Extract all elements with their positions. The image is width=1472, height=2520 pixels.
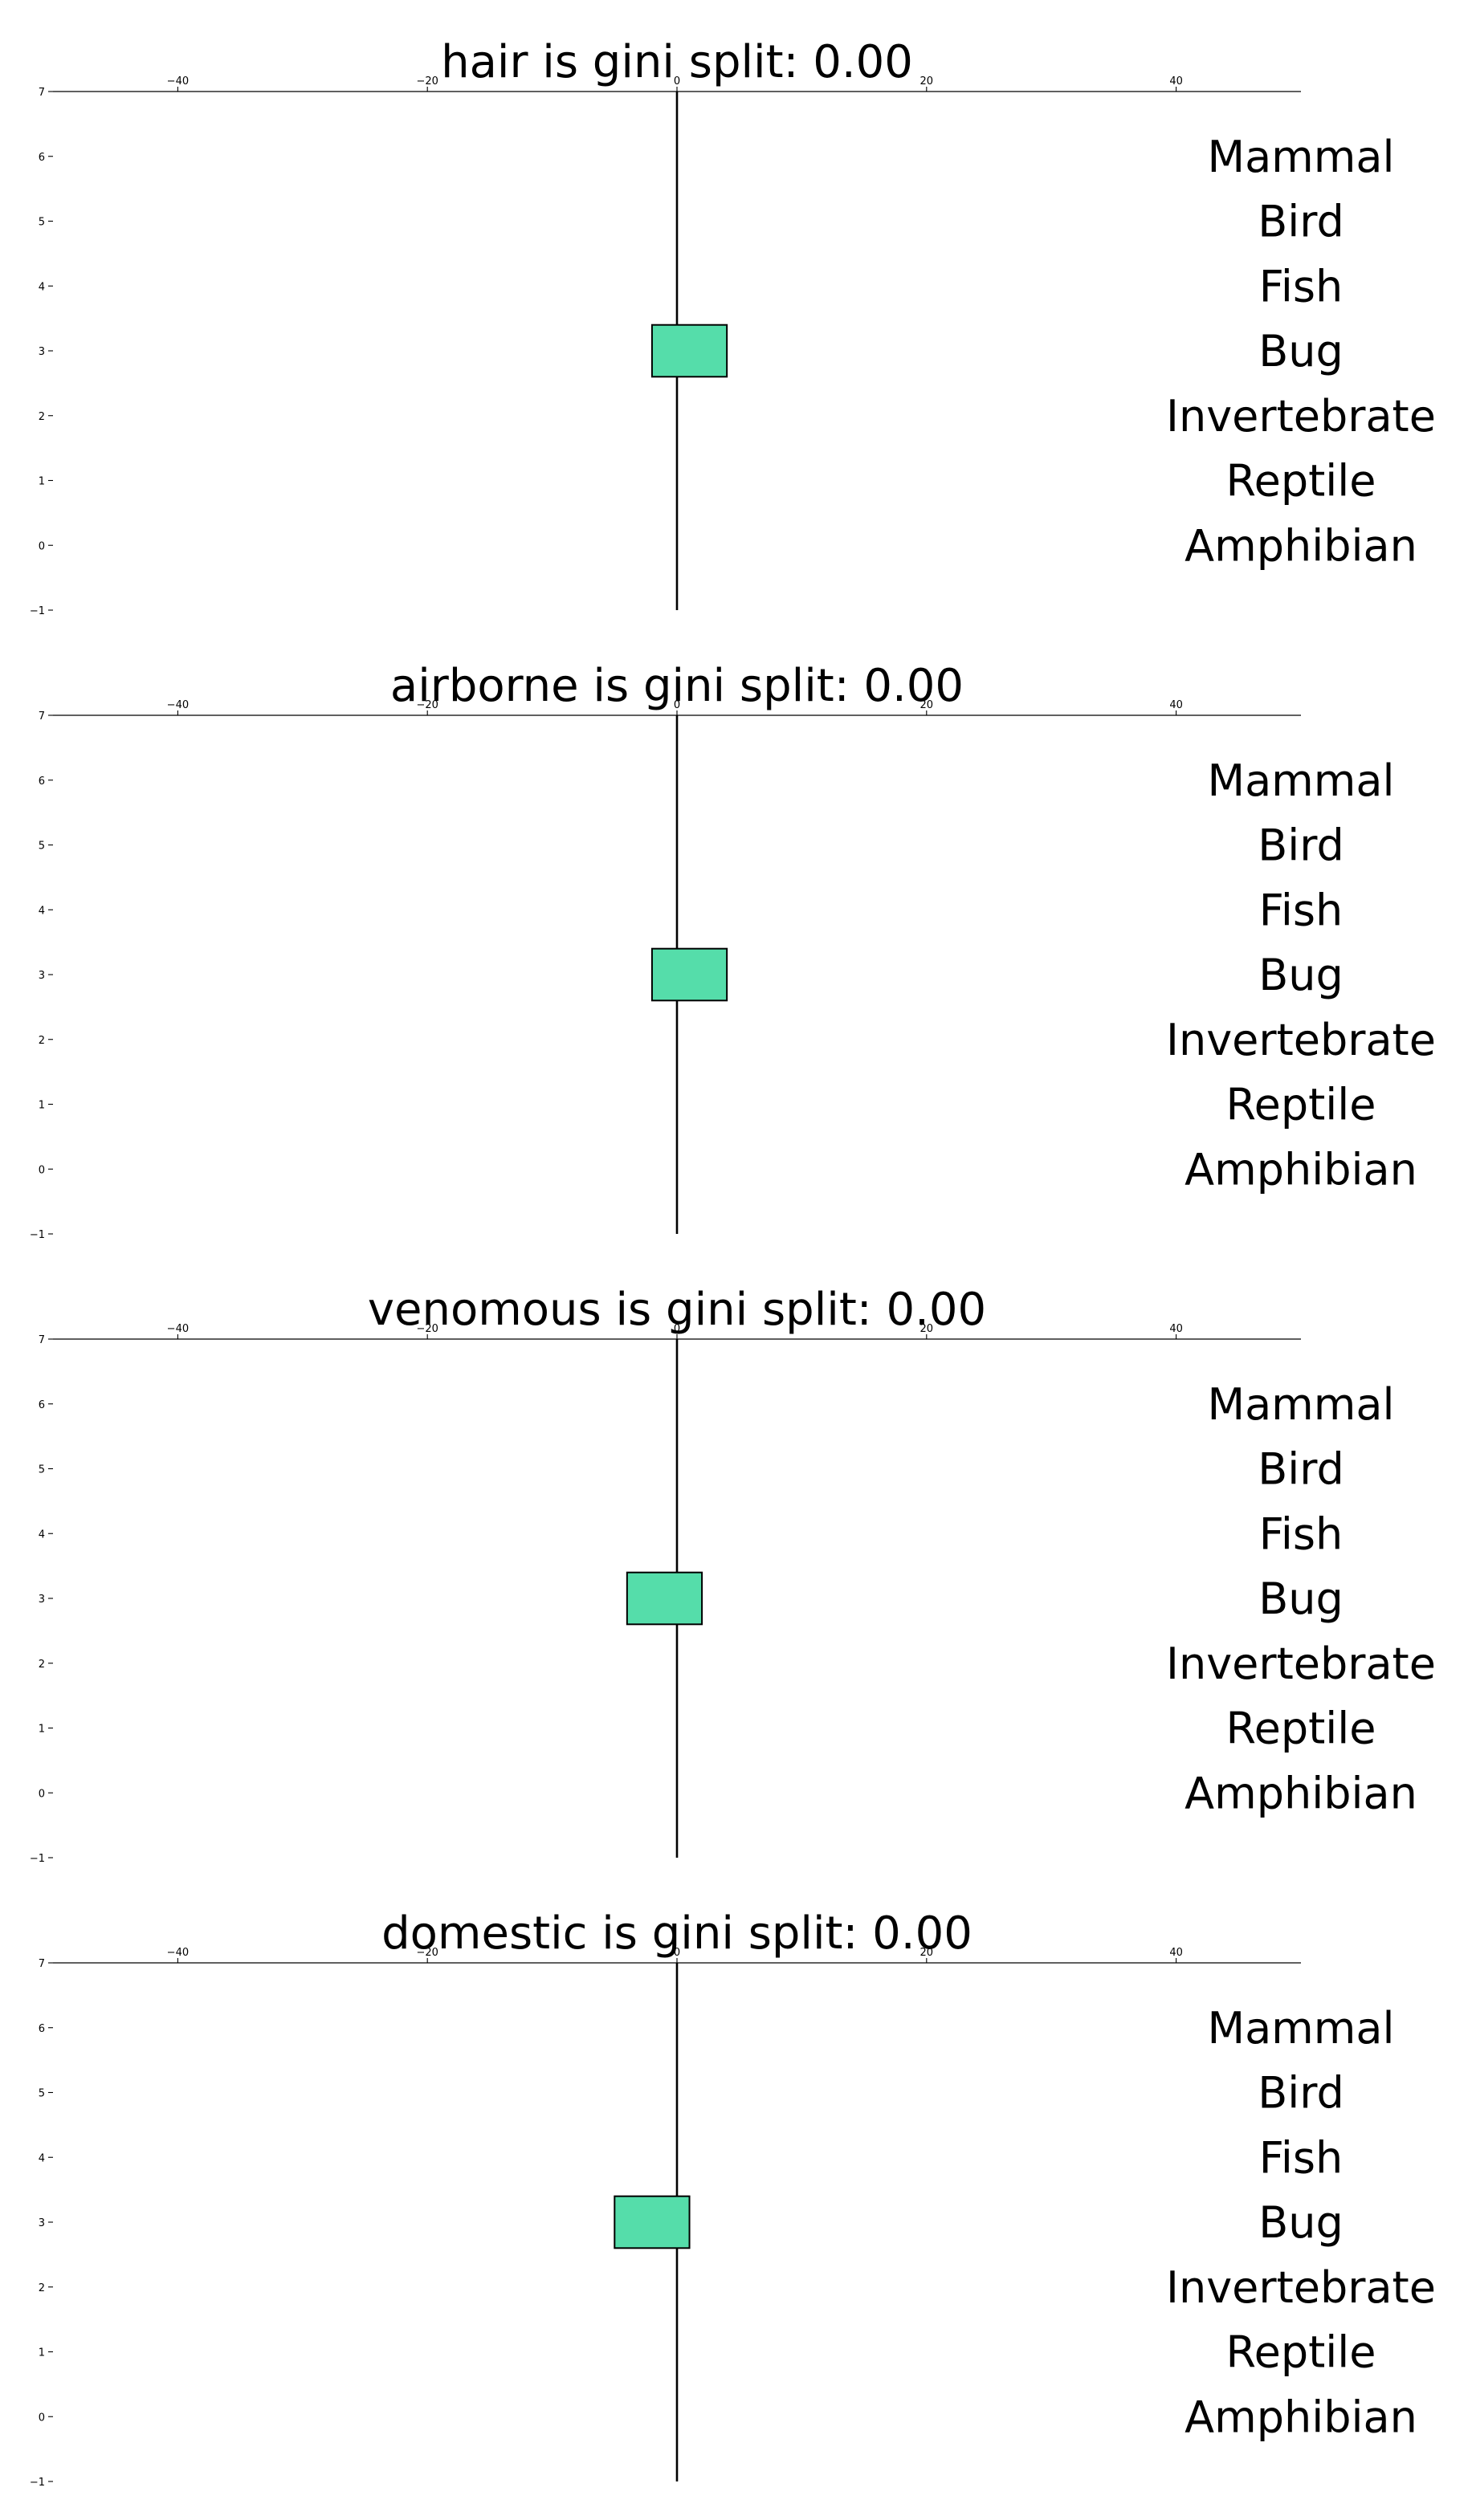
x-tick-label: −20 xyxy=(416,1947,438,1959)
y-tick-label: 4 xyxy=(39,905,45,917)
y-tick-label: 7 xyxy=(39,710,45,723)
chart-title: airborne is gini split: 0.00 xyxy=(390,660,964,712)
y-tick-label: −1 xyxy=(30,1229,45,1241)
category-label: Invertebrate xyxy=(1166,391,1436,442)
y-tick-label: 0 xyxy=(39,1788,45,1800)
category-label: Amphibian xyxy=(1185,1144,1417,1195)
y-tick-label: 5 xyxy=(39,841,45,853)
category-label: Invertebrate xyxy=(1166,1015,1436,1065)
y-tick-label: 1 xyxy=(39,2347,45,2359)
x-tick-label: 20 xyxy=(920,1323,934,1335)
category-label: Amphibian xyxy=(1185,2392,1417,2442)
y-tick-label: 7 xyxy=(39,87,45,99)
chart-title: hair is gini split: 0.00 xyxy=(441,36,913,88)
x-tick-label: −20 xyxy=(416,1323,438,1335)
category-label: Mammal xyxy=(1208,755,1395,806)
category-label: Fish xyxy=(1259,261,1344,311)
category-label: Invertebrate xyxy=(1166,2262,1436,2313)
y-tick-label: 3 xyxy=(39,346,45,358)
x-tick-label: −40 xyxy=(167,1323,189,1335)
category-label: Fish xyxy=(1259,2132,1344,2183)
category-label: Reptile xyxy=(1226,1080,1376,1130)
y-tick-label: 7 xyxy=(39,1958,45,1970)
category-label: Fish xyxy=(1259,1508,1344,1559)
category-label: Mammal xyxy=(1208,1379,1395,1430)
category-label: Bird xyxy=(1258,1444,1344,1495)
category-label: Bug xyxy=(1258,2197,1344,2248)
category-label: Reptile xyxy=(1226,1704,1376,1754)
y-tick-label: 1 xyxy=(39,1100,45,1112)
category-label: Mammal xyxy=(1208,132,1395,182)
y-tick-label: 1 xyxy=(39,1724,45,1736)
category-label: Bug xyxy=(1258,326,1344,377)
x-tick-label: 0 xyxy=(674,699,680,711)
bar-bug xyxy=(650,324,728,378)
y-tick-label: 5 xyxy=(39,2088,45,2100)
y-tick-label: 5 xyxy=(39,217,45,229)
bar-bug xyxy=(650,947,728,1002)
y-tick-label: 3 xyxy=(39,970,45,982)
category-label: Fish xyxy=(1259,885,1344,935)
x-tick-label: 0 xyxy=(674,75,680,88)
y-tick-label: 7 xyxy=(39,1334,45,1346)
chart-title: domestic is gini split: 0.00 xyxy=(381,1907,972,1960)
y-tick-label: 6 xyxy=(39,1399,45,1411)
y-tick-label: 6 xyxy=(39,2023,45,2035)
category-label: Mammal xyxy=(1208,2003,1395,2054)
category-label: Reptile xyxy=(1226,2327,1376,2378)
y-tick-label: −1 xyxy=(30,605,45,617)
x-tick-label: −40 xyxy=(167,75,189,88)
x-tick-label: 40 xyxy=(1169,699,1183,711)
chart-panel: domestic is gini split: 0.00−40 −20 0 20 40−… xyxy=(30,1907,1436,2489)
x-tick-label: −40 xyxy=(167,1947,189,1959)
category-label: Bug xyxy=(1258,1573,1344,1624)
chart-panel: venomous is gini split: 0.00−40 −20 0 20 40−… xyxy=(30,1284,1436,1865)
bar-bug xyxy=(614,2195,691,2249)
x-tick-label: −40 xyxy=(167,699,189,711)
y-tick-label: 0 xyxy=(39,1164,45,1176)
x-tick-label: 20 xyxy=(920,75,934,88)
category-label: Bird xyxy=(1258,197,1344,247)
y-tick-label: 2 xyxy=(39,1035,45,1047)
y-tick-label: 0 xyxy=(39,2412,45,2424)
y-tick-label: 6 xyxy=(39,776,45,788)
bar-bug xyxy=(626,1571,703,1626)
y-tick-label: 0 xyxy=(39,540,45,552)
y-tick-label: 2 xyxy=(39,1659,45,1671)
category-label: Invertebrate xyxy=(1166,1639,1436,1689)
x-tick-label: −20 xyxy=(416,699,438,711)
y-tick-label: 3 xyxy=(39,1594,45,1606)
x-tick-label: 0 xyxy=(674,1947,680,1959)
y-tick-label: 2 xyxy=(39,2282,45,2294)
x-tick-label: 40 xyxy=(1169,1323,1183,1335)
y-tick-label: 1 xyxy=(39,476,45,488)
category-label: Bird xyxy=(1258,2068,1344,2119)
y-tick-label: −1 xyxy=(30,1853,45,1865)
y-tick-label: 2 xyxy=(39,411,45,423)
category-label: Amphibian xyxy=(1185,1768,1417,1818)
y-tick-label: −1 xyxy=(30,2477,45,2489)
chart-title: venomous is gini split: 0.00 xyxy=(368,1284,986,1336)
x-tick-label: 0 xyxy=(674,1323,680,1335)
y-tick-label: 4 xyxy=(39,1529,45,1541)
y-tick-label: 6 xyxy=(39,152,45,164)
x-tick-label: 40 xyxy=(1169,75,1183,88)
y-tick-label: 5 xyxy=(39,1464,45,1476)
y-tick-label: 4 xyxy=(39,281,45,293)
category-label: Bird xyxy=(1258,820,1344,871)
y-tick-label: 4 xyxy=(39,2152,45,2164)
category-label: Bug xyxy=(1258,950,1344,1000)
x-tick-label: 40 xyxy=(1169,1947,1183,1959)
x-tick-label: 20 xyxy=(920,699,934,711)
category-label: Amphibian xyxy=(1185,520,1417,571)
chart-panel: hair is gini split: 0.00 −40 −20 0 20 40 −1 0 1 2… xyxy=(30,36,1436,617)
category-label: Reptile xyxy=(1226,456,1376,507)
chart-panel: airborne is gini split: 0.00−40 −20 0 20 40−… xyxy=(30,660,1436,1241)
y-tick-label: 3 xyxy=(39,2217,45,2229)
x-tick-label: −20 xyxy=(416,75,438,88)
x-tick-label: 20 xyxy=(920,1947,934,1959)
